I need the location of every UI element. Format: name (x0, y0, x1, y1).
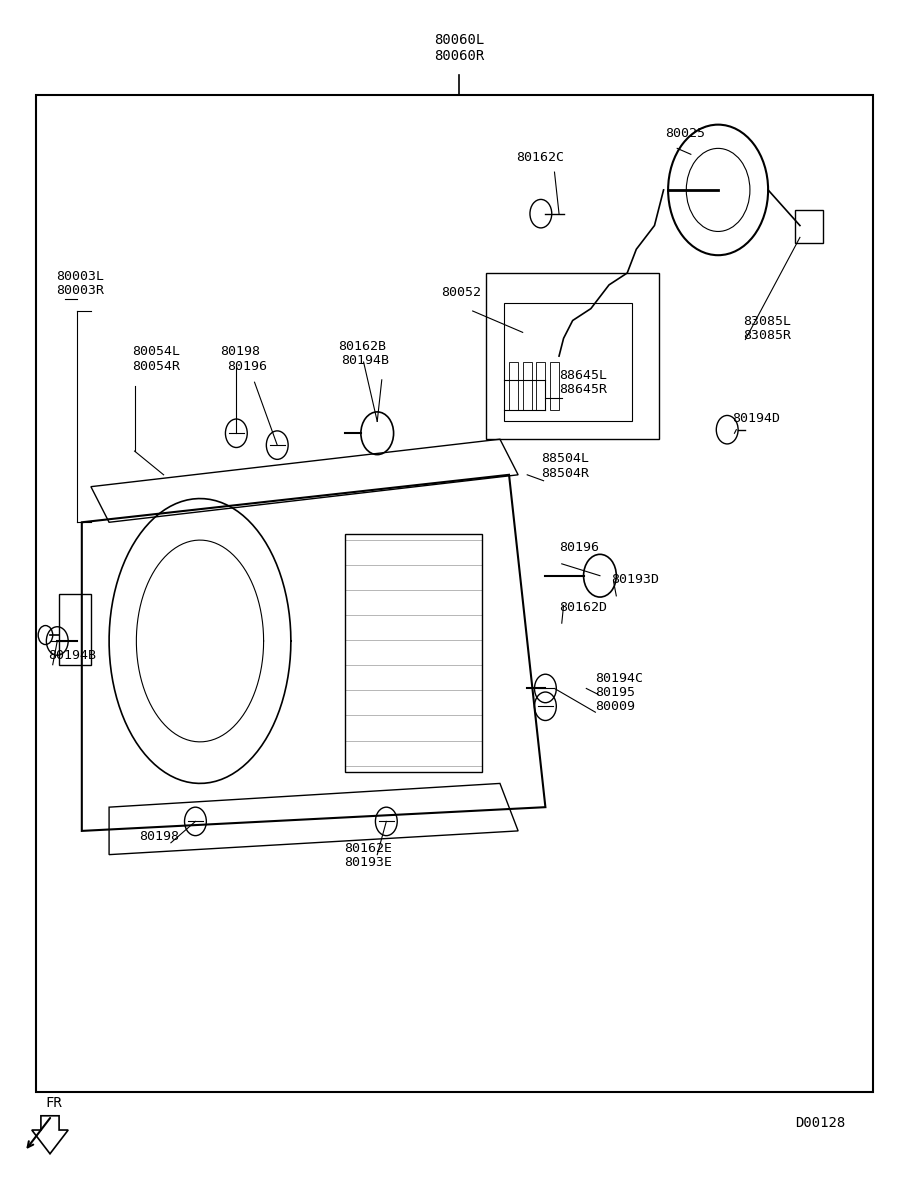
Text: 80054L: 80054L (132, 345, 180, 358)
Bar (345, 534, 482, 772)
Text: 80194B: 80194B (48, 649, 96, 662)
Text: 80162B: 80162B (338, 339, 386, 353)
Text: 80162C: 80162C (516, 151, 564, 164)
Text: 80162D: 80162D (559, 601, 607, 614)
Text: 80194D: 80194D (732, 412, 780, 425)
Text: 88504R: 88504R (541, 466, 589, 480)
Text: 80198: 80198 (139, 830, 179, 843)
Text: 88645R: 88645R (559, 383, 607, 396)
Text: 80195: 80195 (595, 686, 635, 699)
Text: 80052: 80052 (441, 286, 481, 299)
Text: 83085L: 83085L (744, 315, 792, 328)
Text: 80060R: 80060R (434, 49, 484, 63)
Text: D00128: D00128 (795, 1116, 845, 1130)
Bar (486, 273, 659, 439)
Text: 80198: 80198 (220, 345, 260, 358)
Text: 80054R: 80054R (132, 360, 180, 373)
Text: 80003L: 80003L (56, 269, 105, 283)
Bar (504, 303, 632, 421)
Text: 80025: 80025 (665, 127, 705, 140)
Text: 80196: 80196 (227, 360, 267, 373)
Text: 80194C: 80194C (595, 672, 644, 685)
Bar (36, 95, 873, 1092)
Text: 80060L: 80060L (434, 33, 484, 47)
Bar (795, 210, 823, 243)
Bar (536, 362, 545, 410)
Text: 88645L: 88645L (559, 369, 607, 382)
Text: 80193E: 80193E (345, 856, 392, 869)
Text: 80193D: 80193D (611, 573, 659, 586)
Text: 80009: 80009 (595, 700, 635, 713)
Text: 88504L: 88504L (541, 452, 589, 465)
Text: FR: FR (45, 1096, 62, 1110)
Bar (523, 362, 532, 410)
Text: 80003R: 80003R (56, 284, 105, 297)
Text: 80194B: 80194B (341, 354, 389, 367)
Text: 80162E: 80162E (345, 842, 392, 855)
Bar (550, 362, 559, 410)
Text: 83085R: 83085R (744, 329, 792, 342)
Text: 80196: 80196 (559, 541, 599, 554)
Bar (509, 362, 518, 410)
